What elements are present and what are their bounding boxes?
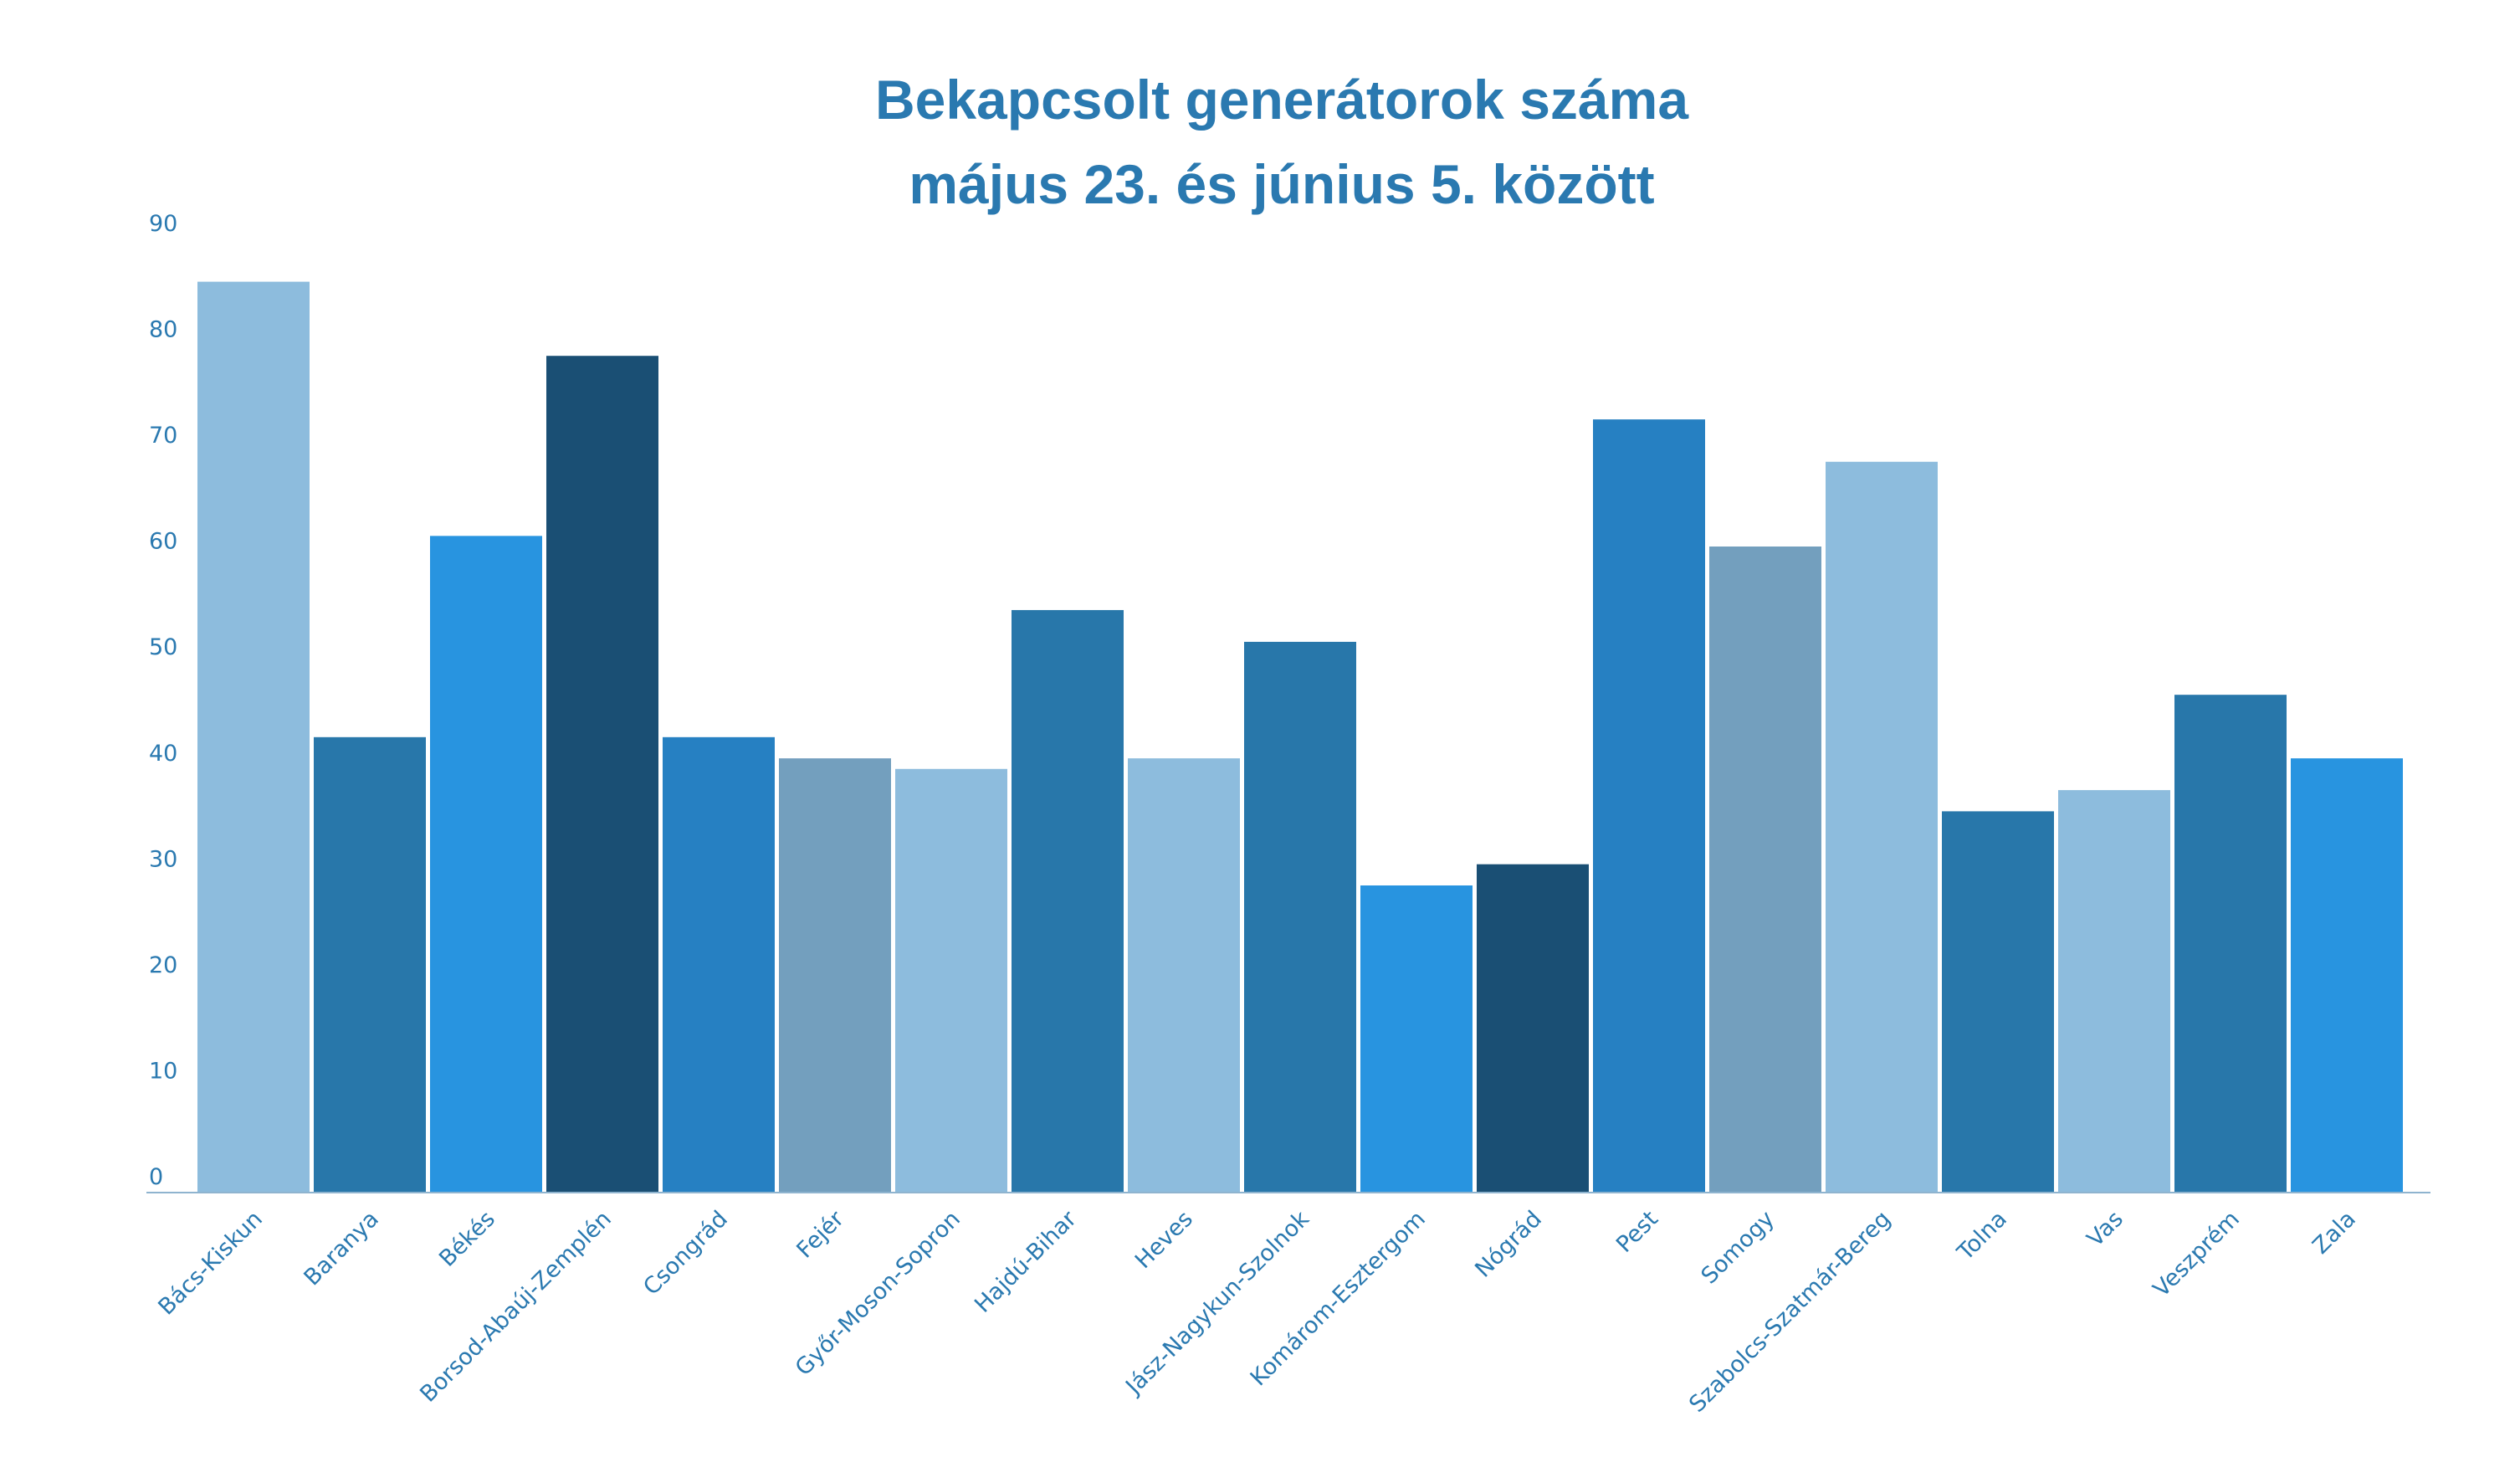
chart-title-line-1: Bekapcsolt generátorok száma <box>875 69 1689 131</box>
bar <box>895 768 1007 1193</box>
x-tick-label: Csongrád <box>638 1206 733 1301</box>
bar <box>1826 461 1938 1193</box>
bar <box>197 281 310 1193</box>
bar <box>1593 419 1705 1193</box>
x-tick-label: Zala <box>2307 1206 2361 1260</box>
bar <box>1942 811 2054 1193</box>
bar <box>1709 547 1821 1193</box>
bars <box>197 281 2403 1193</box>
x-tick-label: Tolna <box>1952 1206 2012 1266</box>
y-tick-label: 80 <box>149 317 177 343</box>
x-tick-label: Békés <box>434 1206 500 1272</box>
y-tick-label: 40 <box>149 741 177 767</box>
y-tick-label: 70 <box>149 423 177 449</box>
x-tick-label: Jász-Nagykun-Szolnok <box>1119 1206 1314 1401</box>
x-tick-label: Szabolcs-Szatmár-Bereg <box>1684 1206 1896 1418</box>
bar <box>546 356 658 1193</box>
bar <box>2291 758 2403 1193</box>
x-tick-label: Baranya <box>300 1206 384 1291</box>
bar <box>663 736 775 1193</box>
bar <box>1012 609 1124 1193</box>
y-tick-label: 10 <box>149 1058 177 1084</box>
x-tick-label: Borsod-Abaúj-Zemplén <box>415 1206 617 1408</box>
bar <box>1128 758 1240 1193</box>
bar <box>1244 641 1356 1193</box>
x-tick-label: Vas <box>2082 1206 2128 1252</box>
x-tick-label: Veszprém <box>2149 1206 2245 1302</box>
x-tick-label: Hajdú-Bihar <box>970 1205 1082 1317</box>
x-tick-label: Heves <box>1130 1206 1198 1274</box>
x-tick-label: Somogy <box>1697 1206 1780 1289</box>
y-tick-label: 50 <box>149 634 177 660</box>
bar <box>779 758 891 1193</box>
y-tick-label: 90 <box>149 211 177 237</box>
x-axis: Bács-Kiskun Baranya BékésBorsod-Abaúj-Zemp… <box>153 1205 2360 1417</box>
y-tick-label: 20 <box>149 952 177 978</box>
bar <box>1360 885 1473 1193</box>
bar <box>430 536 542 1193</box>
chart-title-line-2: május 23. és június 5. között <box>909 153 1654 215</box>
y-tick-label: 30 <box>149 846 177 872</box>
y-axis: 0 10 20 30 40 50 60 70 80 90 <box>149 211 177 1190</box>
y-tick-label: 0 <box>149 1164 163 1190</box>
x-tick-label: Pest <box>1611 1206 1663 1258</box>
bar <box>2058 790 2170 1193</box>
x-tick-label: Bács-Kiskun <box>153 1206 267 1320</box>
bar <box>2174 695 2287 1193</box>
x-tick-label: Nógrád <box>1470 1206 1547 1283</box>
y-tick-label: 60 <box>149 529 177 555</box>
bar <box>1477 864 1589 1193</box>
chart-title: Bekapcsolt generátorok száma május 23. é… <box>875 69 1689 215</box>
bar <box>314 736 426 1193</box>
x-tick-label: Fejér <box>791 1205 849 1263</box>
